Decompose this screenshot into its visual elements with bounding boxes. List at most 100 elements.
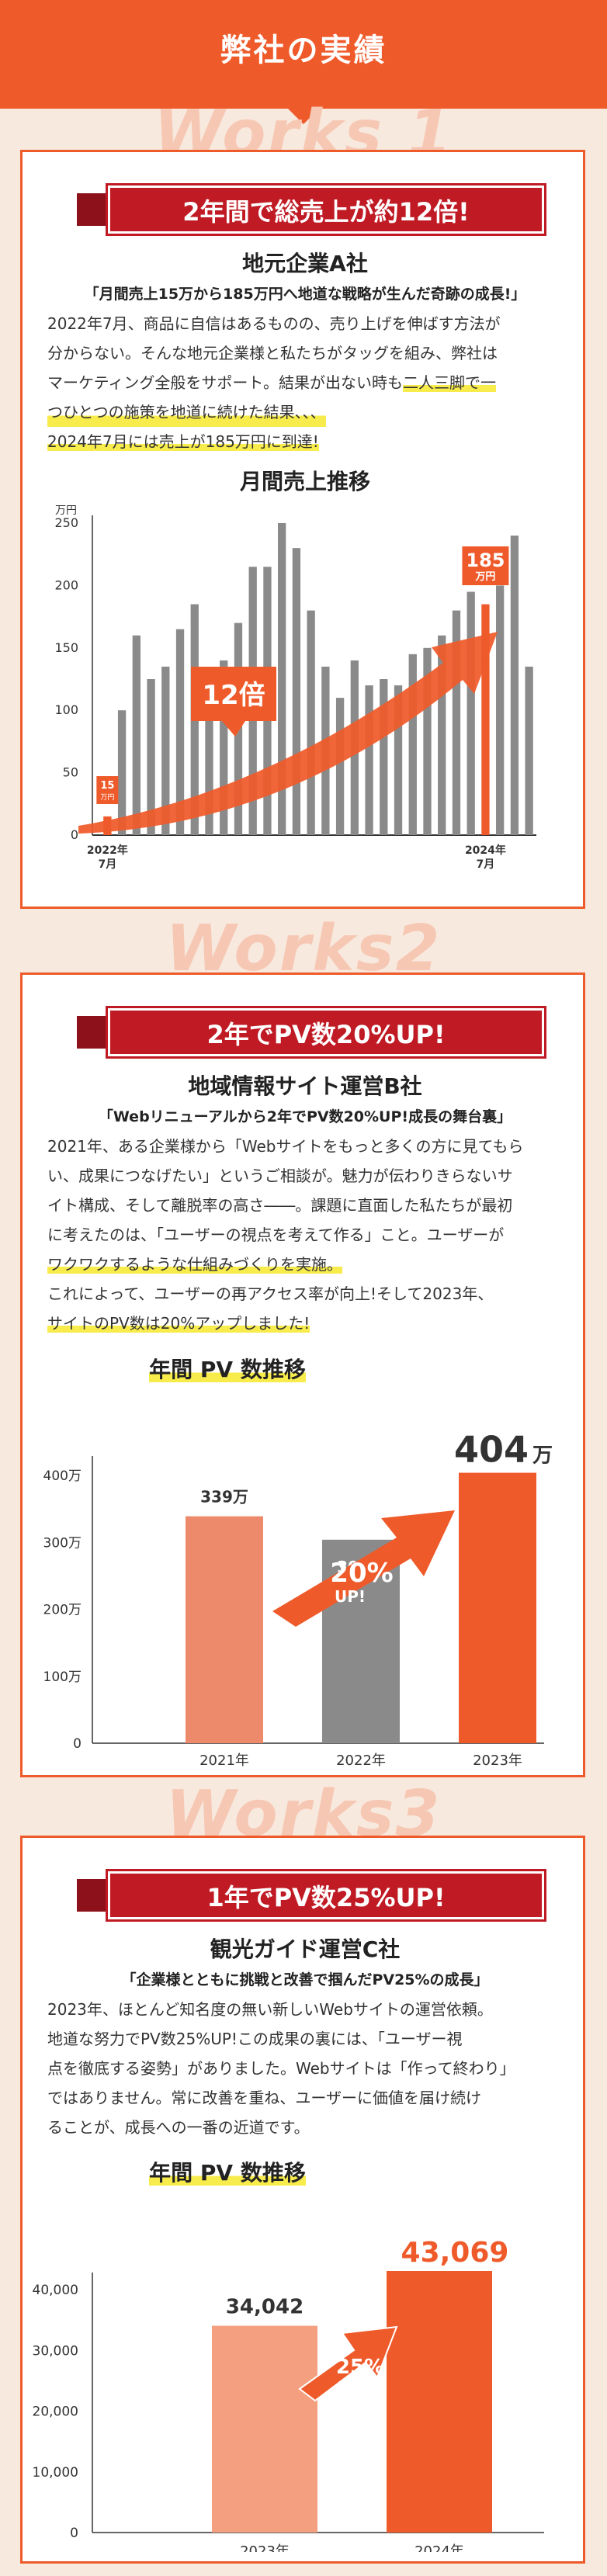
x-end-label-month: 7月 bbox=[477, 858, 495, 871]
bar bbox=[459, 1472, 536, 1743]
bar bbox=[481, 604, 490, 835]
body-line: ワクワクするような仕組みづくりを実施。 bbox=[47, 1250, 563, 1279]
body-line-highlight: ワクワクするような仕組みづくりを実施。 bbox=[47, 1255, 342, 1274]
bar bbox=[408, 654, 417, 835]
body-line: イト構成、そして離脱率の高さ――。課題に直面した私たちが最初 bbox=[47, 1196, 513, 1215]
body-line-highlight: サイトのPV数は20%アップしました! bbox=[47, 1314, 310, 1333]
x-end-label-year: 2024年 bbox=[465, 844, 506, 857]
works1-chart: 万円05010015020025012倍15万円185万円2022年7月2024… bbox=[54, 504, 536, 871]
body-line: い、成果につなげたい」というご相談が。魅力が伝わりきらないサ bbox=[47, 1167, 513, 1185]
works1-chart-title: 月間売上推移 bbox=[239, 469, 370, 494]
x-start-label-year: 2022年 bbox=[87, 844, 128, 857]
page-header: 弊社の実績 bbox=[0, 0, 607, 109]
body-line: 地道な努力でPV数25%UP!この成果の裏には、「ユーザー視 bbox=[47, 2030, 463, 2048]
works2-chart-title: 年間 PV 数推移 bbox=[0, 1353, 510, 1384]
bar bbox=[175, 629, 185, 835]
callout-big: 25% bbox=[336, 2356, 384, 2379]
works3-quote: 「企業様とともに挑戦と改善で掴んだPV25%の成長」 bbox=[121, 1971, 489, 1988]
bar-value-label: 339万 bbox=[200, 1488, 248, 1506]
body-line: つひとつの施策を地道に続けた結果、、、 bbox=[47, 397, 326, 427]
y-tick-label: 300万 bbox=[43, 1535, 82, 1551]
bar bbox=[525, 666, 533, 835]
x-tick-label: 2024年 bbox=[414, 2543, 464, 2552]
growth-arrow bbox=[78, 632, 498, 834]
works1-client: 地元企業A社 bbox=[242, 251, 368, 276]
y-tick-label: 0 bbox=[73, 1736, 82, 1752]
y-tick-label: 250 bbox=[54, 515, 78, 530]
y-axis-unit: 万円 bbox=[55, 504, 77, 517]
y-tick-label: 150 bbox=[54, 640, 78, 655]
first-value-label: 15 bbox=[100, 780, 114, 792]
y-tick-label: 50 bbox=[63, 765, 78, 780]
y-tick-label: 400万 bbox=[43, 1468, 82, 1484]
works2-banner: 2年でPV数20%UP! bbox=[108, 1008, 544, 1056]
bar bbox=[452, 610, 461, 835]
works2-body: 2021年、ある企業様から「Webサイトをもっと多くの方に見てもら い、成果につ… bbox=[47, 1132, 563, 1338]
bar bbox=[394, 685, 403, 835]
works3-banner: 1年でPV数25%UP! bbox=[108, 1871, 544, 1919]
page-title: 弊社の実績 bbox=[220, 33, 387, 68]
bar bbox=[365, 685, 373, 835]
body-line: ることが、成長への一番の近道です。 bbox=[47, 2118, 310, 2137]
bar bbox=[496, 585, 505, 835]
y-tick-label: 0 bbox=[70, 2526, 78, 2541]
y-tick-label: 200 bbox=[54, 577, 78, 592]
works3-client: 観光ガイド運営C社 bbox=[210, 1936, 401, 1962]
works3-chart-title: 年間 PV 数推移 bbox=[0, 2156, 510, 2187]
first-value-unit: 万円 bbox=[100, 793, 114, 802]
callout-pointer bbox=[222, 721, 245, 737]
works1-banner: 2年間で総売上が約12倍! bbox=[108, 185, 544, 234]
body-line: に考えたのは、「ユーザーの視点を考えて作る」こと。ユーザーが bbox=[47, 1226, 505, 1244]
bar bbox=[220, 660, 228, 835]
x-start-label-month: 7月 bbox=[98, 858, 116, 871]
works2-quote: 「Webリニューアルから2年でPV数20%UP!成長の舞台裏」 bbox=[98, 1108, 512, 1125]
works2-client: 地域情報サイト運営B社 bbox=[188, 1073, 422, 1099]
bar bbox=[147, 679, 155, 835]
chart-title-text: 年間 PV 数推移 bbox=[149, 2160, 306, 2186]
bar bbox=[278, 523, 286, 835]
bar bbox=[205, 685, 213, 835]
body-line: 2021年、ある企業様から「Webサイトをもっと多くの方に見てもら bbox=[47, 1137, 524, 1156]
bar bbox=[132, 635, 140, 835]
bar-value-unit: 万 bbox=[532, 1444, 553, 1468]
body-line: 2023年、ほとんど知名度の無い新しいWebサイトの運営依頼。 bbox=[47, 2000, 493, 2019]
bar bbox=[161, 666, 170, 835]
body-line: サイトのPV数は20%アップしました! bbox=[47, 1309, 563, 1338]
y-tick-label: 100万 bbox=[43, 1669, 82, 1685]
last-value-unit: 万円 bbox=[474, 571, 495, 583]
body-line-highlight: 二人三脚で一 bbox=[403, 373, 496, 392]
bar bbox=[467, 591, 475, 835]
works1-body: 2022年7月、商品に自信はあるものの、売り上げを伸ばす方法が 分からない。そん… bbox=[47, 309, 563, 456]
x-tick-label: 2023年 bbox=[473, 1753, 522, 1766]
body-line: 点を徹底する姿勢」がありました。Webサイトは「作って終わり」 bbox=[47, 2059, 515, 2078]
body-line-highlight: 2024年7月には売上が185万円に到達! bbox=[47, 432, 319, 451]
bar bbox=[307, 610, 315, 835]
bar bbox=[186, 1516, 263, 1743]
body-line: 2022年7月、商品に自信はあるものの、売り上げを伸ばす方法が bbox=[47, 314, 501, 333]
growth-arrow bbox=[272, 1510, 455, 1627]
bar bbox=[335, 698, 345, 835]
body-line: 分からない。そんな地元企業様と私たちがタッグを組み、弊社は bbox=[47, 344, 498, 362]
bar bbox=[438, 635, 446, 835]
growth-arrow bbox=[298, 2325, 398, 2402]
works3-chart: 0 10,000 20,000 30,000 40,000 2023年 2024年 34,04… bbox=[33, 2237, 544, 2552]
callout-box bbox=[191, 667, 276, 721]
callout-text: 12倍 bbox=[202, 680, 265, 711]
works1-card: 2年間で総売上が約12倍! 地元企業A社 「月間売上15万から185万円へ地道な… bbox=[20, 150, 585, 909]
y-tick-label: 200万 bbox=[43, 1603, 82, 1618]
last-value-label: 185 bbox=[466, 550, 505, 571]
bar bbox=[292, 548, 301, 835]
bar-value-label: 34,042 bbox=[226, 2296, 304, 2319]
body-line: これによって、ユーザーの再アクセス率が向上!そして2023年、 bbox=[47, 1285, 494, 1303]
body-line: マーケティング全般をサポート。結果が出ない時も二人三脚で一 bbox=[47, 368, 563, 397]
bar bbox=[117, 710, 127, 835]
last-value-tag bbox=[462, 546, 509, 585]
y-tick-label: 0 bbox=[71, 827, 78, 842]
callout-small: UP! bbox=[338, 2379, 366, 2395]
bar bbox=[380, 679, 388, 835]
first-value-tag bbox=[96, 776, 119, 804]
chart-title-text: 年間 PV 数推移 bbox=[149, 1357, 306, 1382]
y-tick-label: 100 bbox=[54, 702, 78, 717]
works2-card: 2年でPV数20%UP! 地域情報サイト運営B社 「Webリニューアルから2年で… bbox=[20, 973, 585, 1777]
body-line: 2024年7月には売上が185万円に到達! bbox=[47, 427, 563, 456]
